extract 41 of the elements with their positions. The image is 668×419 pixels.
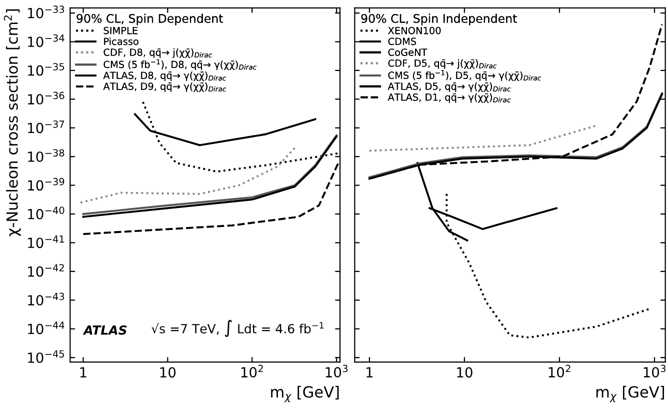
y-tick-label: 10$^{−38}$	[28, 149, 64, 162]
y-tick-label: 10$^{−44}$	[28, 322, 64, 334]
legend-label: CDF, D8, qq̄→ j(χχ̄)$_{Dirac}$	[104, 48, 212, 58]
y-tick-label: 10$^{−40}$	[28, 206, 64, 220]
annotation: ATLAS	[82, 325, 127, 335]
y-tick-label: 10$^{−42}$	[28, 264, 64, 277]
y-tick-label: 10$^{−37}$	[28, 120, 64, 134]
x-tick-label: 10	[457, 367, 472, 378]
legend-label: CDF, D5, qq̄→ j(χχ̄)$_{Dirac}$	[388, 59, 497, 69]
x-axis-title: m$_{χ}$ [GeV]	[596, 386, 664, 402]
annotation: √s =7 TeV, ∫ Ldt = 4.6 fb$^{−1}$	[151, 320, 324, 337]
legend-label: CDMS	[388, 38, 416, 46]
legend-label: CMS (5 fb$^{−1}$), D5, qq̄→ γ(χχ̄)$_{Dirac}$	[388, 70, 542, 81]
legend-label: XENON100	[388, 26, 441, 34]
y-tick-label: 10$^{−45}$	[28, 350, 64, 363]
x-tick-label: 1	[366, 367, 373, 378]
legend-label: ATLAS, D5, qq̄→ γ(χχ̄)$_{Dirac}$	[388, 82, 511, 92]
legend-title: 90% CL, Spin Independent	[361, 14, 517, 26]
x-tick-label: 10	[160, 367, 176, 378]
y-tick-label: 10$^{−39}$	[28, 178, 64, 191]
legend-label: ATLAS, D1, qq̄→ γ(χχ̄)$_{Dirac}$	[388, 93, 511, 103]
y-tick-label: 10$^{−35}$	[28, 63, 64, 76]
legend-label: ATLAS, D9, qq̄→ γ(χχ̄)$_{Dirac}$	[103, 82, 226, 92]
legend-label: ATLAS, D8, qq̄→ γ(χχ̄)$_{Dirac}$	[103, 72, 226, 81]
y-tick-label: 10$^{−34}$	[28, 34, 64, 48]
x-tick-label: 10$^{3}$	[644, 364, 666, 378]
y-tick-label: 10$^{−43}$	[28, 292, 64, 306]
x-tick-label: 10$^{2}$	[548, 364, 570, 378]
y-tick-label: 10$^{−33}$	[28, 6, 64, 18]
legend-label: CMS (5 fb$^{−1}$), D8, qq̄→ γ(χχ̄)$_{Dirac}$	[104, 59, 257, 70]
x-axis-title: m$_{χ}$ [GeV]	[271, 386, 339, 402]
legend-title: 90% CL, Spin Dependent	[76, 14, 223, 26]
legend-label: CoGeNT	[388, 48, 428, 56]
x-tick-label: 10$^{3}$	[326, 364, 348, 378]
legend-label: Picasso	[104, 38, 138, 46]
y-tick-label: 10$^{−41}$	[28, 235, 64, 248]
x-tick-label: 10$^{2}$	[241, 364, 263, 378]
y-tick-label: 10$^{−36}$	[28, 92, 64, 105]
legend-label: SIMPLE	[104, 26, 138, 34]
x-tick-label: 1	[80, 367, 86, 378]
y-axis-title: χ-Nucleon cross section [cm$^{2}$]	[4, 9, 21, 236]
